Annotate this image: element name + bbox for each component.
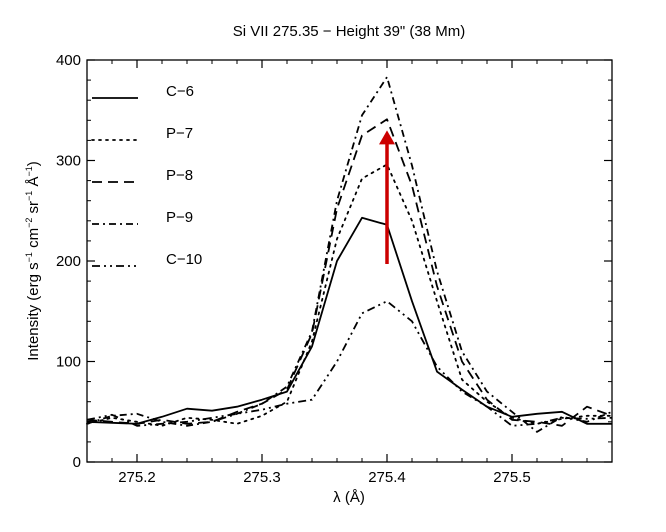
chart-title: Si VII 275.35 − Height 39" (38 Mm) <box>233 23 466 40</box>
y-axis-label-part: ) <box>25 161 42 166</box>
series-line <box>86 76 613 433</box>
y-axis-label-sup: −2 <box>24 218 34 228</box>
y-axis-label-sup: −1 <box>24 252 34 262</box>
y-tick-label: 100 <box>56 354 81 371</box>
y-axis-label-part: cm <box>25 228 42 252</box>
x-tick-label: 275.3 <box>243 469 281 486</box>
y-axis-label-part: Intensity (erg s <box>25 262 42 360</box>
series-line <box>86 300 613 427</box>
y-axis-label: Intensity (erg s−1 cm−2 sr−1 Å−1) <box>24 161 42 360</box>
y-axis-label-part: sr <box>25 201 42 218</box>
legend-label: C−6 <box>166 83 194 100</box>
y-axis-label-part: Å <box>25 177 42 191</box>
plot-area <box>86 76 613 433</box>
y-axis-label-sup: −1 <box>24 166 34 176</box>
y-axis-label-sup: −1 <box>24 191 34 201</box>
legend-label: C−10 <box>166 251 202 268</box>
legend-label: P−9 <box>166 209 193 226</box>
y-tick-label: 300 <box>56 153 81 170</box>
series-line <box>86 118 613 427</box>
x-axis-label: λ (Å) <box>333 489 365 506</box>
arrow-head <box>379 130 395 145</box>
x-tick-label: 275.2 <box>118 469 156 486</box>
x-tick-label: 275.5 <box>493 469 531 486</box>
y-tick-label: 400 <box>56 52 81 69</box>
y-axis: 0 100 200 300 400 <box>56 52 612 471</box>
legend-label: P−8 <box>166 167 193 184</box>
legend-label: P−7 <box>166 125 193 142</box>
x-axis: 275.2 275.3 275.4 275.5 <box>86 60 613 486</box>
legend: C−6 P−7 P−8 P−9 C−10 <box>91 83 202 268</box>
x-tick-label: 275.4 <box>368 469 406 486</box>
y-tick-label: 200 <box>56 253 81 270</box>
series-line <box>86 216 612 425</box>
y-tick-label: 0 <box>73 454 81 471</box>
series-line <box>86 163 613 427</box>
